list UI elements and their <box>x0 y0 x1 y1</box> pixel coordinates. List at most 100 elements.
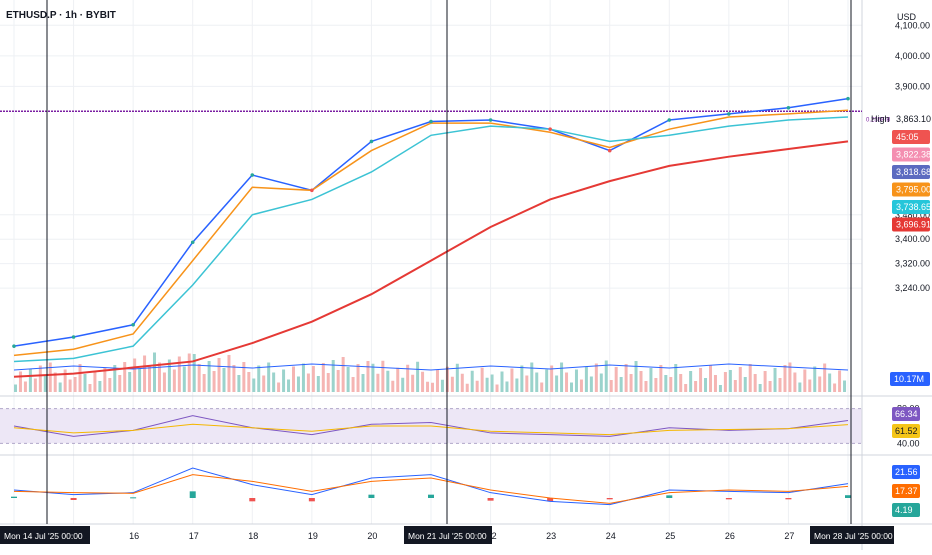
volume-bar <box>570 382 573 392</box>
volume-bar <box>604 360 608 392</box>
volume-bar <box>197 364 201 392</box>
volume-bar <box>450 376 454 392</box>
volume-bar <box>53 372 57 392</box>
volume-bar <box>614 367 618 392</box>
volume-bar <box>520 365 524 392</box>
volume-bar <box>282 369 286 392</box>
volume-bar <box>674 364 678 392</box>
volume-bar <box>296 376 300 392</box>
volume-bar <box>753 374 757 392</box>
volume-bar <box>798 382 802 392</box>
volume-bar <box>376 373 380 392</box>
candle-point <box>310 188 314 193</box>
candle-point <box>846 96 850 101</box>
volume-bar <box>108 378 112 392</box>
volume-bar <box>331 360 335 392</box>
volume-bar <box>103 368 107 392</box>
macd-label-box <box>892 465 920 479</box>
volume-bar <box>545 369 549 392</box>
volume-bar <box>311 366 315 392</box>
volume-bar <box>68 379 72 392</box>
macd-label-text: 21.56 <box>895 467 918 477</box>
volume-bar <box>292 366 295 392</box>
volume-bar <box>713 375 717 392</box>
time-highlight-box <box>404 526 492 544</box>
volume-bar <box>306 373 310 392</box>
volume-bar <box>14 384 17 392</box>
volume-bar <box>83 374 87 392</box>
price-label-box <box>892 182 930 197</box>
time-tick-label: 24 <box>606 531 616 541</box>
volume-bar <box>371 363 375 392</box>
volume-bar <box>435 369 439 392</box>
time-tick-label: 16 <box>129 531 139 541</box>
volume-bar <box>162 372 166 392</box>
volume-bar <box>629 374 633 392</box>
volume-bar <box>793 372 797 392</box>
high-label: High <box>871 114 890 124</box>
volume-bar <box>396 367 400 392</box>
volume-bar <box>788 362 792 392</box>
rsi-tick-label: 40.00 <box>897 438 920 448</box>
rsi-label-box <box>892 407 920 421</box>
volume-bar <box>525 375 529 392</box>
volume-bar <box>316 376 320 392</box>
ema-slow-line <box>13 140 849 378</box>
volume-bar <box>510 368 514 392</box>
macd-hist-bar <box>487 498 494 501</box>
price-label-text: 3,738.65 <box>896 202 931 212</box>
volume-bar <box>73 377 77 392</box>
rsi-ma-line <box>13 423 849 436</box>
volume-bar <box>838 370 842 392</box>
macd-hist-bar <box>547 498 554 502</box>
volume-bar <box>828 373 832 392</box>
time-tick-label: 23 <box>546 531 556 541</box>
volume-bar <box>133 358 137 392</box>
volume-bar <box>500 371 504 392</box>
volume-bar <box>426 381 430 392</box>
time-tick-label: 26 <box>725 531 735 541</box>
high-value: 3,863.10 <box>896 114 931 124</box>
candle-point <box>727 112 731 116</box>
volume-bar <box>23 381 27 392</box>
volume-bar <box>143 355 147 392</box>
volume-label-text: 10.17M <box>894 374 924 384</box>
volume-bar <box>550 365 554 392</box>
volume-bar <box>287 379 291 392</box>
volume-bar <box>803 369 807 392</box>
macd-hist-bar <box>666 495 673 498</box>
volume-bar <box>48 362 52 392</box>
volume-bar <box>644 381 648 392</box>
volume-bar <box>43 375 47 392</box>
time-tick-label: 20 <box>367 531 377 541</box>
time-tick-label: 19 <box>308 531 318 541</box>
volume-bar <box>148 365 152 392</box>
candle-point <box>250 173 255 177</box>
volume-bar <box>336 370 340 392</box>
volume-bar <box>406 364 410 392</box>
volume-bar <box>728 370 732 392</box>
price-label-text: 3,795.00 <box>896 185 931 195</box>
time-tick-label: 18 <box>248 531 258 541</box>
macd-hist-bar <box>368 494 375 498</box>
volume-bar <box>440 379 444 392</box>
price-label-text: 45:05 <box>896 132 919 142</box>
volume-bar <box>505 381 509 392</box>
time-highlight-box <box>0 526 90 544</box>
volume-bar <box>495 384 499 392</box>
volume-bar <box>515 378 519 392</box>
volume-bar <box>808 379 812 392</box>
volume-bar <box>540 382 544 392</box>
volume-bar <box>723 372 727 392</box>
volume-bar <box>252 378 256 392</box>
candle-point <box>12 344 16 348</box>
volume-bar <box>207 361 211 392</box>
volume-bar <box>738 367 742 392</box>
volume-bar <box>227 355 231 392</box>
volume-bar <box>813 366 817 392</box>
volume-bar <box>401 377 405 392</box>
macd-hist-bar <box>249 498 256 502</box>
volume-bar <box>222 368 226 392</box>
